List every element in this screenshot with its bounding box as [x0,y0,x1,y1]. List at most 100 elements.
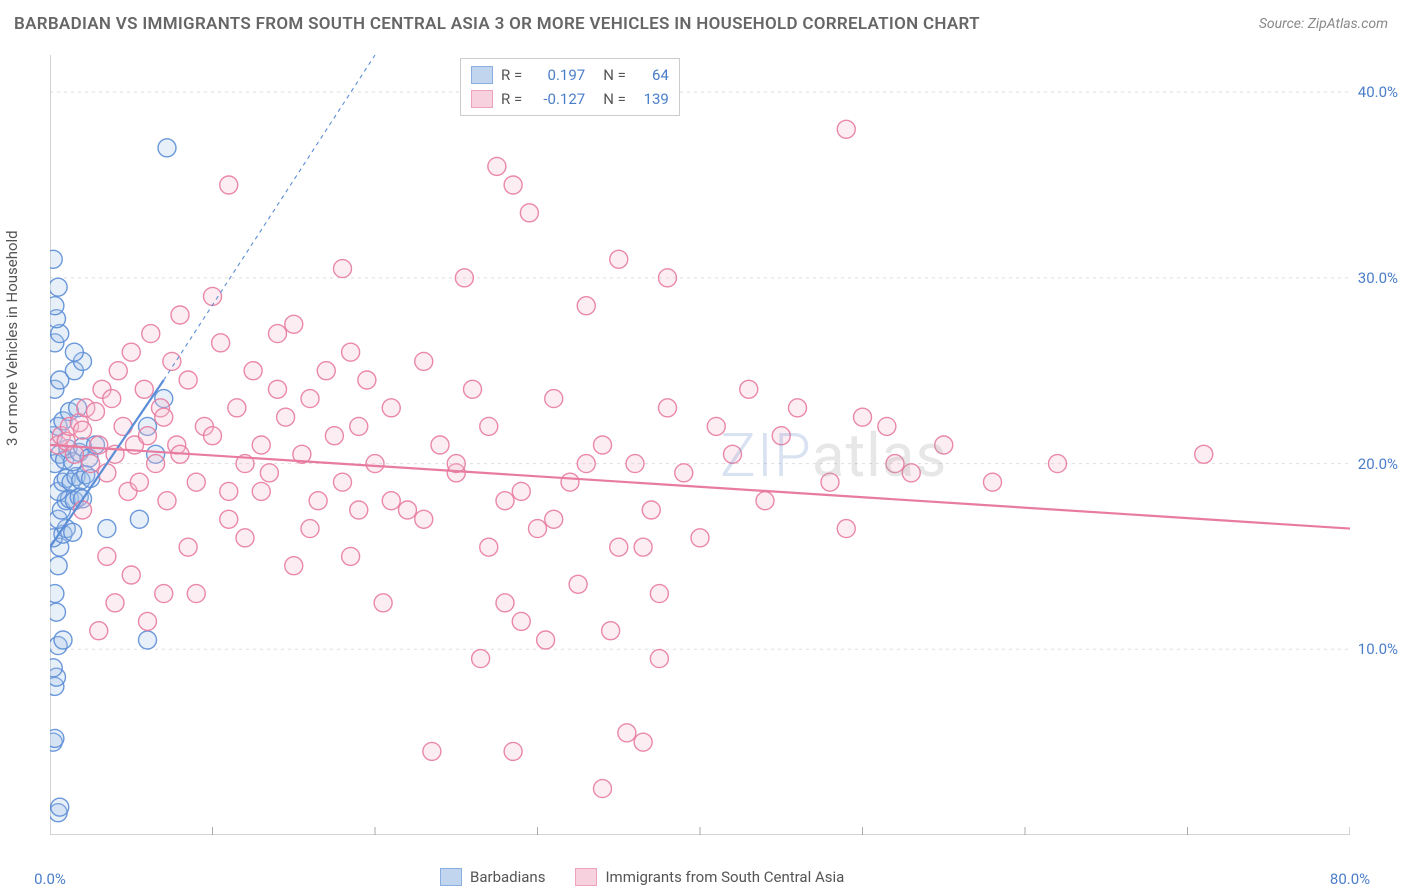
data-point [252,482,270,500]
data-point [342,547,360,565]
data-point [277,408,295,426]
data-point [142,325,160,343]
data-point [50,557,67,575]
data-point [325,427,343,445]
data-point [545,510,563,528]
data-point [158,492,176,510]
data-point [577,455,595,473]
data-point [707,417,725,435]
data-point [64,523,82,541]
data-point [50,729,64,747]
data-point [935,436,953,454]
data-point [366,455,384,473]
data-point [109,362,127,380]
data-point [854,408,872,426]
data-point [496,492,514,510]
data-point [382,492,400,510]
data-point [480,417,498,435]
data-point [464,380,482,398]
data-point [358,371,376,389]
data-point [382,399,400,417]
x-tick-label: 0.0% [34,870,66,888]
data-point [309,492,327,510]
data-point [569,575,587,593]
data-point [545,390,563,408]
legend-swatch [575,868,597,886]
scatter-plot [50,55,1350,835]
data-point [285,315,303,333]
data-point [902,464,920,482]
data-point [350,417,368,435]
data-point [537,631,555,649]
data-point [415,510,433,528]
data-point [50,278,67,296]
data-point [594,436,612,454]
data-point [130,473,148,491]
y-tick-label: 30.0% [1358,269,1398,287]
data-point [480,538,498,556]
data-point [374,594,392,612]
data-point [212,334,230,352]
data-point [220,510,238,528]
data-point [155,408,173,426]
data-point [504,176,522,194]
data-point [54,631,72,649]
data-point [634,733,652,751]
data-point [139,631,157,649]
legend-label: Barbadians [470,868,545,886]
data-point [756,492,774,510]
data-point [244,362,262,380]
data-point [1049,455,1067,473]
data-point [51,798,69,816]
data-point [130,510,148,528]
data-point [496,594,514,612]
data-point [236,529,254,547]
legend-swatch [471,90,493,108]
data-point [618,724,636,742]
data-point [529,520,547,538]
data-point [626,455,644,473]
data-point [269,380,287,398]
data-point [135,380,153,398]
legend-row: R =0.197N =64 [471,63,669,87]
data-point [512,612,530,630]
data-point [179,538,197,556]
data-point [139,427,157,445]
data-point [204,287,222,305]
data-point [642,501,660,519]
data-point [659,269,677,287]
data-point [50,250,62,268]
data-point [886,455,904,473]
data-point [577,297,595,315]
legend-label: Immigrants from South Central Asia [605,868,844,886]
data-point [740,380,758,398]
data-point [90,436,108,454]
legend-swatch [440,868,462,886]
data-point [789,399,807,417]
data-point [488,157,506,175]
data-point [139,612,157,630]
data-point [610,538,628,556]
data-point [472,650,490,668]
data-point [252,436,270,454]
data-point [650,650,668,668]
data-point [301,390,319,408]
data-point [82,455,100,473]
data-point [520,204,538,222]
data-point [675,464,693,482]
data-point [317,362,335,380]
data-point [187,585,205,603]
data-point [1195,445,1213,463]
data-point [602,622,620,640]
chart-title: BARBADIAN VS IMMIGRANTS FROM SOUTH CENTR… [14,14,980,34]
data-point [772,427,790,445]
data-point [334,473,352,491]
data-point [90,622,108,640]
data-point [878,417,896,435]
data-point [122,343,140,361]
data-point [158,139,176,157]
y-tick-label: 40.0% [1358,83,1398,101]
data-point [399,501,417,519]
data-point [342,343,360,361]
data-point [285,557,303,575]
